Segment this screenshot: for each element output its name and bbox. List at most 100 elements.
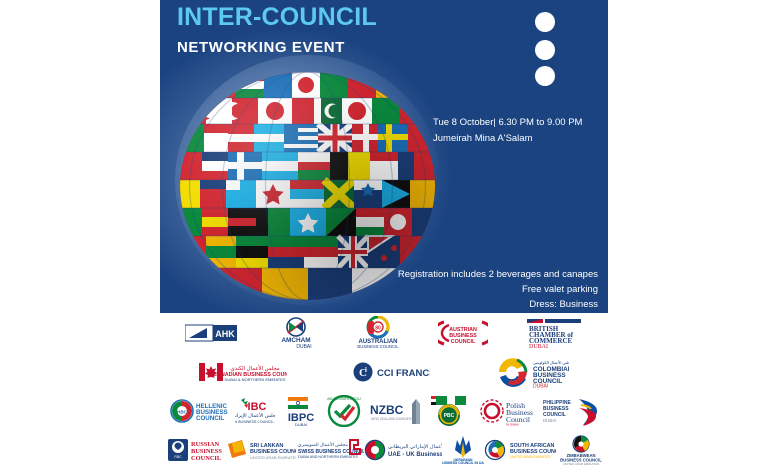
svg-text:RBC: RBC bbox=[174, 455, 182, 459]
svg-text:COUNCIL: COUNCIL bbox=[543, 412, 566, 418]
logo-austrian-business-council[interactable]: AUSTRIAN BUSINESS COUNCIL bbox=[437, 316, 488, 350]
svg-text:AUSTRIAN: AUSTRIAN bbox=[449, 327, 477, 333]
logo-philippine-business-council-dubai[interactable]: PHILIPPINE BUSINESS COUNCIL DUBAI bbox=[541, 394, 599, 428]
svg-text:AUSTRALIAN: AUSTRALIAN bbox=[358, 339, 397, 345]
svg-text:مجلس الأعمال السويسري: مجلس الأعمال السويسري bbox=[298, 440, 349, 448]
svg-text:BUSINESS: BUSINESS bbox=[191, 448, 222, 455]
svg-text:RUSSIAN: RUSSIAN bbox=[191, 441, 219, 448]
event-venue: Jumeirah Mina A'Salam bbox=[433, 133, 533, 144]
logo-russian-business-council[interactable]: RBC RUSSIAN BUSINESS COUNCIL bbox=[166, 433, 224, 467]
svg-text:HELLENIC: HELLENIC bbox=[196, 403, 227, 410]
svg-text:Business: Business bbox=[506, 408, 533, 417]
svg-text:80: 80 bbox=[375, 326, 381, 332]
svg-text:COUNCIL: COUNCIL bbox=[191, 455, 221, 462]
logo-ukrainian-business-council-uae[interactable]: UKRAINIAN BUSINESS COUNCIL IN UAE bbox=[442, 433, 484, 467]
svg-text:BUSINESS: BUSINESS bbox=[449, 333, 477, 339]
logo-colombian-business-council-dubai[interactable]: مجلس الأعمال الكولومبي COLOMBIAN BUSINES… bbox=[495, 355, 569, 389]
logo-cci-france-uae[interactable]: C i CCI FRANCE UAE bbox=[352, 355, 430, 389]
svg-text:IRANIAN BUSINESS COUNCIL - DUB: IRANIAN BUSINESS COUNCIL - DUBAI bbox=[235, 420, 275, 424]
sponsor-logo-strip: AHK AMCHAM DUBAI bbox=[160, 313, 608, 465]
svg-text:ITALIAN BUSINESS COUNCIL: ITALIAN BUSINESS COUNCIL bbox=[327, 397, 361, 401]
svg-text:COMMERCE: COMMERCE bbox=[529, 337, 572, 345]
svg-text:BUSINESS: BUSINESS bbox=[196, 409, 228, 416]
svg-text:CANADIAN BUSINESS COUNCIL: CANADIAN BUSINESS COUNCIL bbox=[213, 372, 287, 378]
svg-text:مجلس الأعمال الكولومبي: مجلس الأعمال الكولومبي bbox=[533, 359, 569, 365]
logo-swiss-business-council[interactable]: مجلس الأعمال السويسري SWISS BUSINESS COU… bbox=[296, 433, 364, 467]
svg-text:IN DUBAI: IN DUBAI bbox=[506, 422, 519, 426]
logo-uae-uk-business-council[interactable]: مجلس الأعمال الإماراتي البريطاني UAE - U… bbox=[364, 433, 442, 467]
logo-zimbabwean-business-council[interactable]: ZIMBABWEAN BUSINESS COUNCIL UNITED ARAB … bbox=[556, 433, 606, 467]
svg-text:UNITED ARAB EMIRATES: UNITED ARAB EMIRATES bbox=[563, 462, 599, 465]
left-gutter bbox=[0, 0, 160, 431]
logo-ibpc-dubai[interactable]: IBPC DUBAI bbox=[282, 394, 320, 428]
svg-text:NZBC: NZBC bbox=[370, 403, 404, 417]
logo-canadian-business-council[interactable]: مجلس الأعمال الكندي CANADIAN BUSINESS CO… bbox=[198, 355, 287, 389]
decorative-dot-2 bbox=[535, 40, 555, 60]
svg-text:UNITED ARAB EMIRATES: UNITED ARAB EMIRATES bbox=[510, 455, 551, 459]
logo-nzbc[interactable]: NZBC NEW ZEALAND BUSINESS COUNCIL bbox=[368, 394, 420, 428]
svg-text:مجلس الأعمال الإيراني: مجلس الأعمال الإيراني bbox=[235, 411, 275, 419]
logo-ibc-iranian-business-council[interactable]: IBC مجلس الأعمال الإيراني IRANIAN BUSINE… bbox=[235, 394, 275, 428]
svg-text:HBC: HBC bbox=[177, 409, 188, 414]
svg-text:BUSINESS COUNCIL: BUSINESS COUNCIL bbox=[357, 344, 399, 349]
svg-text:مجلس الأعمال الكندي: مجلس الأعمال الكندي bbox=[230, 364, 279, 372]
svg-text:مجلس الأعمال الإماراتي البريطا: مجلس الأعمال الإماراتي البريطاني bbox=[388, 442, 442, 450]
event-detail-parking: Free valet parking bbox=[521, 284, 598, 295]
svg-text:BUSINESS: BUSINESS bbox=[543, 406, 569, 412]
event-when-block: Tue 8 October| 6.30 PM to 9.00 PM Jumeir… bbox=[433, 115, 603, 147]
svg-text:IBPC: IBPC bbox=[287, 412, 313, 424]
svg-text:COUNCIL: COUNCIL bbox=[533, 378, 562, 385]
svg-text:BUSINESS: BUSINESS bbox=[533, 372, 566, 379]
svg-text:DUBAI AND NORTHERN EMIRATES: DUBAI AND NORTHERN EMIRATES bbox=[298, 455, 358, 459]
svg-text:DUBAI: DUBAI bbox=[543, 418, 556, 423]
logo-amcham-dubai[interactable]: AMCHAM DUBAI bbox=[274, 316, 318, 350]
svg-text:DUBAI: DUBAI bbox=[297, 344, 312, 349]
svg-text:BRITISH: BRITISH bbox=[529, 325, 559, 333]
sponsor-row-1: AHK AMCHAM DUBAI bbox=[160, 313, 608, 352]
flag-globe-icon bbox=[180, 72, 435, 300]
svg-text:PBC: PBC bbox=[443, 413, 454, 419]
logo-south-african-business-council[interactable]: SOUTH AFRICAN BUSINESS COUNCIL UNITED AR… bbox=[484, 433, 556, 467]
svg-text:BUSINESS COUNCIL IN UAE: BUSINESS COUNCIL IN UAE bbox=[442, 461, 484, 465]
svg-text:COUNCIL: COUNCIL bbox=[450, 339, 475, 345]
event-detail-registration: Registration includes 2 beverages and ca… bbox=[397, 269, 598, 280]
logo-pakistan-business-council[interactable]: PBC bbox=[427, 394, 471, 428]
logo-sri-lankan-business-council[interactable]: SRI LANKAN BUSINESS COUNCIL UNITED ARAB … bbox=[224, 433, 296, 467]
svg-text:UNITED ARAB EMIRATES: UNITED ARAB EMIRATES bbox=[250, 455, 296, 460]
sponsor-row-4: RBC RUSSIAN BUSINESS COUNCIL SRI LANKAN … bbox=[160, 430, 608, 469]
svg-text:DUBAI: DUBAI bbox=[533, 383, 548, 388]
svg-text:DUBAI & NORTHERN EMIRATES: DUBAI & NORTHERN EMIRATES bbox=[224, 377, 285, 382]
sponsor-row-2: مجلس الأعمال الكندي CANADIAN BUSINESS CO… bbox=[160, 352, 608, 391]
svg-text:NEW ZEALAND BUSINESS COUNCIL: NEW ZEALAND BUSINESS COUNCIL bbox=[371, 417, 420, 421]
svg-text:IBC: IBC bbox=[247, 401, 266, 413]
svg-text:PHILIPPINE: PHILIPPINE bbox=[543, 400, 571, 406]
event-detail-dress: Dress: Business bbox=[529, 299, 598, 310]
decorative-dot-1 bbox=[535, 12, 555, 32]
svg-text:DUBAI: DUBAI bbox=[529, 344, 548, 349]
svg-text:i: i bbox=[365, 366, 367, 374]
decorative-dot-3 bbox=[535, 66, 555, 86]
sponsor-row-3: HBC HELLENIC BUSINESS COUNCIL IBC مجلس ا… bbox=[160, 391, 608, 430]
svg-text:COUNCIL: COUNCIL bbox=[196, 415, 224, 422]
right-gutter bbox=[608, 0, 768, 431]
logo-italian-business-council[interactable]: ITALIAN BUSINESS COUNCIL bbox=[327, 394, 361, 428]
event-details-block: Registration includes 2 beverages and ca… bbox=[200, 267, 598, 312]
svg-text:Polish: Polish bbox=[506, 401, 525, 410]
logo-polish-business-council[interactable]: Polish Business Council IN DUBAI bbox=[478, 394, 534, 428]
event-datetime: Tue 8 October| 6.30 PM to 9.00 PM bbox=[433, 117, 583, 128]
page-subtitle: NETWORKING EVENT bbox=[177, 39, 345, 56]
svg-text:CCI FRANCE UAE: CCI FRANCE UAE bbox=[377, 368, 430, 379]
svg-text:C: C bbox=[359, 367, 367, 379]
page-title: INTER-COUNCIL bbox=[177, 3, 377, 31]
svg-text:DUBAI: DUBAI bbox=[294, 422, 306, 427]
hero-panel: INTER-COUNCIL NETWORKING EVENT Tue 8 Oct… bbox=[160, 0, 608, 313]
svg-text:UAE - UK Business Council: UAE - UK Business Council bbox=[388, 452, 442, 458]
svg-text:AHK: AHK bbox=[215, 329, 235, 339]
svg-text:AMCHAM: AMCHAM bbox=[282, 337, 311, 344]
logo-ahk[interactable]: AHK bbox=[184, 316, 237, 350]
logo-australian-business-council[interactable]: 80 AUSTRALIAN BUSINESS COUNCIL bbox=[356, 316, 400, 350]
svg-text:CHAMBER of: CHAMBER of bbox=[529, 331, 574, 339]
logo-hellenic-business-council[interactable]: HBC HELLENIC BUSINESS COUNCIL bbox=[169, 394, 228, 428]
logo-british-chamber-of-commerce-dubai[interactable]: BRITISH CHAMBER of COMMERCE DUBAI bbox=[525, 316, 583, 350]
